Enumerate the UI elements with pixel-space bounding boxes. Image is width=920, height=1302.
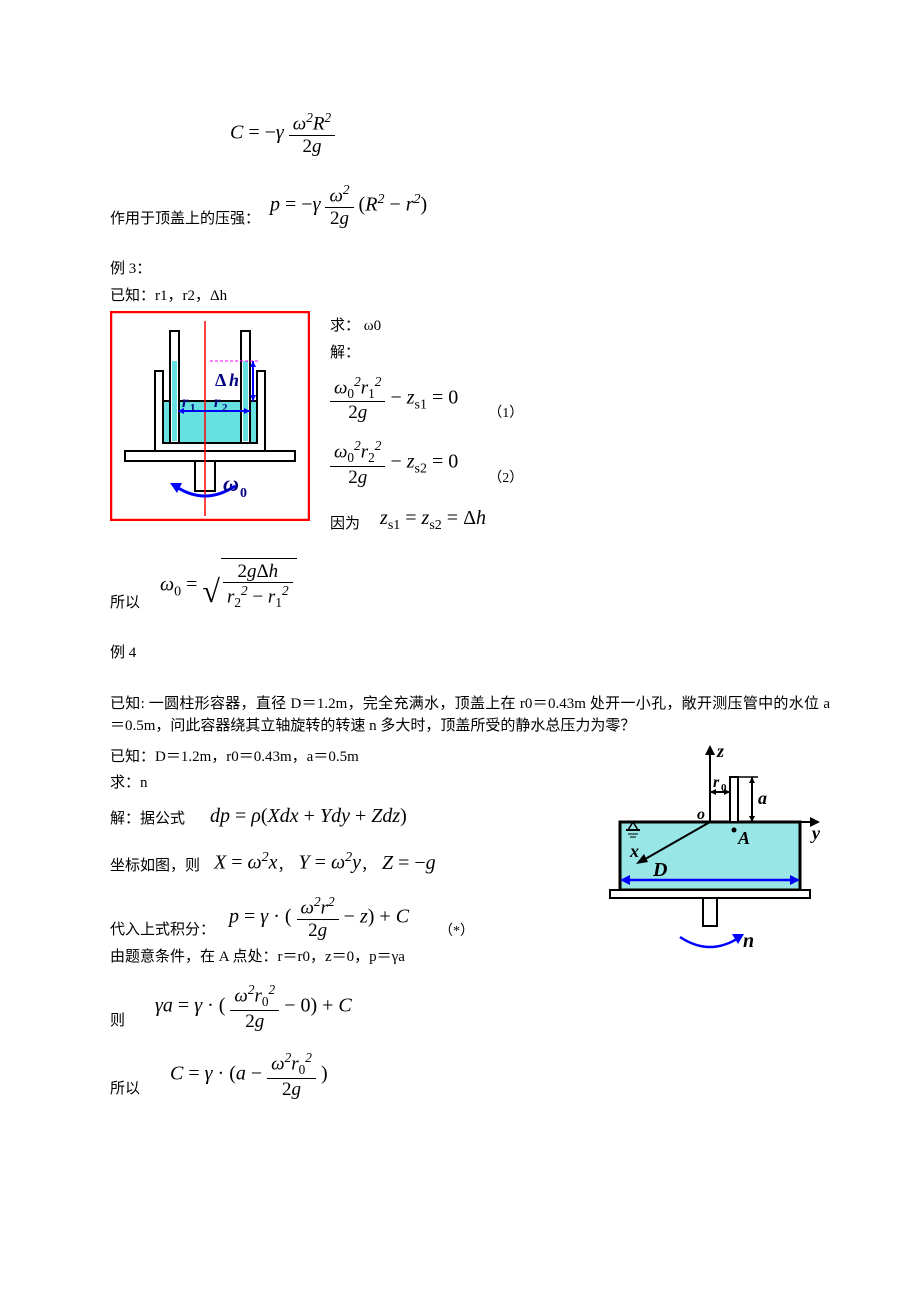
ex3-eq3: zs1 = zs2 = Δh <box>380 503 486 536</box>
svg-text:x: x <box>629 841 639 861</box>
ex3-eq4: ω0 = √ 2gΔh r22 − r12 <box>160 558 297 615</box>
sep2: ， <box>361 855 376 878</box>
svg-text:A: A <box>737 828 750 848</box>
ex4-int: 代入上式积分： <box>110 919 215 942</box>
ex3-sol: 解： <box>330 342 523 365</box>
label-p-prefix: 作用于顶盖上的压强： <box>110 208 260 231</box>
svg-text:2: 2 <box>222 402 228 414</box>
figure-1: r 1 r 2 Δ h ω 0 <box>110 311 310 521</box>
ex4-Y: Y = ω2y <box>299 847 361 878</box>
ex4-eqB: p = γ · ( ω2r22g − z) + C <box>229 894 409 942</box>
svg-text:ω: ω <box>223 471 239 496</box>
ex4-then: 则 <box>110 1010 125 1033</box>
ex3-find: 求： ω0 <box>330 315 523 338</box>
ex4-eqC: γa = γ · ( ω2r022g − 0) + C <box>155 982 352 1032</box>
ex4-known: 已知：D＝1.2m，r0＝0.43m，a＝0.5m <box>110 746 550 769</box>
ex4-sol: 解：据公式 <box>110 808 185 831</box>
ex4-desc: 已知: 一圆柱形容器，直径 D＝1.2m，完全充满水，顶盖上在 r0＝0.43m… <box>110 693 830 738</box>
ex4-so: 所以 <box>110 1078 140 1101</box>
eq1-number: （1） <box>488 403 523 424</box>
ex3-eq2: ω02r222g − zs2 = 0 <box>330 438 458 488</box>
svg-text:z: z <box>716 742 724 761</box>
svg-text:r: r <box>182 394 189 411</box>
svg-text:n: n <box>743 930 754 952</box>
ex3-given: 已知：r1，r2，Δh <box>110 285 830 308</box>
svg-text:y: y <box>810 823 821 843</box>
svg-text:D: D <box>652 859 667 881</box>
equation-p: p = −γ ω22g (R2 − r2) <box>270 182 427 230</box>
ex4-cond: 由题意条件，在 A 点处：r＝r0，z＝0，p＝γa <box>110 946 550 969</box>
svg-text:r: r <box>214 394 221 411</box>
ex3-so: 所以 <box>110 592 140 615</box>
svg-text:h: h <box>229 370 239 390</box>
ex4-title: 例 4 <box>110 642 830 665</box>
figure-2: z y o x <box>560 742 830 972</box>
ex4-eqA: dp = ρ(Xdx + Ydy + Zdz) <box>210 801 407 831</box>
ex3-title: 例 3： <box>110 258 830 281</box>
ex4-Z: Z = −g <box>382 848 436 878</box>
ex4-find: 求：n <box>110 772 550 795</box>
svg-text:0: 0 <box>240 486 247 501</box>
ex4-coord: 坐标如图，则 <box>110 855 200 878</box>
eq2-number: （2） <box>488 468 523 489</box>
svg-text:0: 0 <box>721 782 727 794</box>
svg-text:1: 1 <box>190 402 196 414</box>
svg-text:Δ: Δ <box>215 370 226 390</box>
ex3-eq1: ω02r122g − zs1 = 0 <box>330 374 458 424</box>
svg-text:r: r <box>713 774 720 791</box>
svg-text:o: o <box>697 806 705 823</box>
ex4-star: （*） <box>439 921 474 942</box>
svg-text:a: a <box>758 788 767 808</box>
ex4-eqD: C = γ · (a − ω2r022g ) <box>170 1050 328 1100</box>
ex3-because: 因为 <box>330 513 360 536</box>
sep1: ， <box>278 855 293 878</box>
equation-C: C = −γ ω2R22g <box>230 110 830 158</box>
ex4-X: X = ω2x <box>214 847 278 878</box>
